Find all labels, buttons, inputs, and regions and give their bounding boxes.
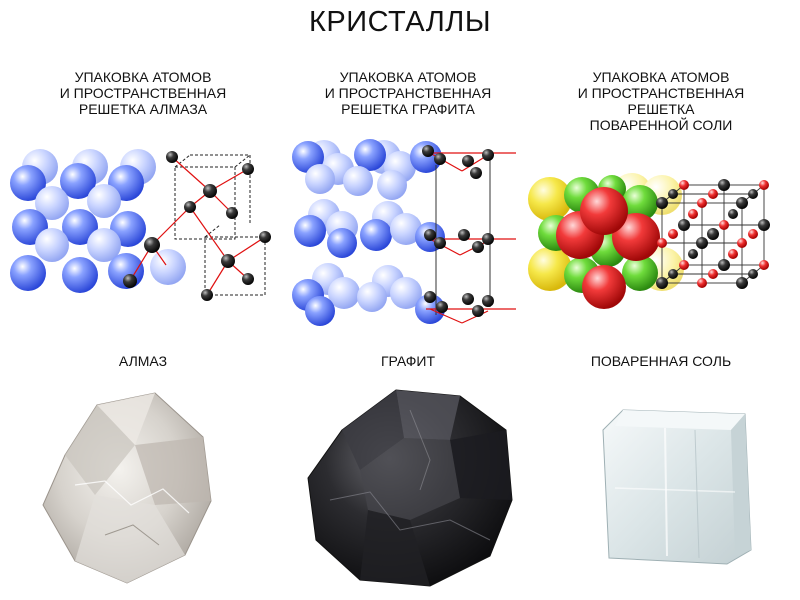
salt-packing-spheres (528, 173, 684, 309)
graphite-label: ГРАФИТ (380, 353, 436, 369)
salt-caption: УПАКОВКА АТОМОВ И ПРОСТРАНСТВЕННАЯ РЕШЕТ… (577, 69, 745, 133)
diamond-carbon-atoms (123, 151, 271, 301)
graphite-caption: УПАКОВКА АТОМОВ И ПРОСТРАНСТВЕННАЯ РЕШЕТ… (324, 69, 492, 117)
salt-lattice-diagram (528, 173, 770, 309)
graphite-lattice-diagram (292, 139, 516, 326)
diamond-specimen-image (42, 392, 212, 584)
graphite-carbon-atoms (422, 145, 494, 317)
diamond-lattice-diagram (10, 149, 271, 301)
diamond-packing-spheres (10, 149, 186, 293)
graphite-packing-spheres (292, 139, 445, 326)
salt-label: ПОВАРЕННАЯ СОЛЬ (590, 353, 732, 369)
salt-ions (656, 179, 770, 289)
diamond-caption: УПАКОВКА АТОМОВ И ПРОСТРАНСТВЕННАЯ РЕШЕТ… (59, 69, 227, 117)
page-title: КРИСТАЛЛЫ (308, 6, 492, 38)
diamond-label: АЛМАЗ (118, 353, 168, 369)
salt-specimen-image (602, 409, 752, 565)
graphite-specimen-image (307, 389, 513, 587)
